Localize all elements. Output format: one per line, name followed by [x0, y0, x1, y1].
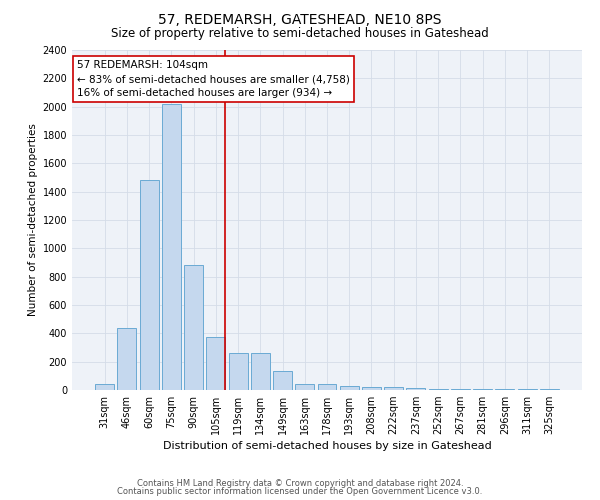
Bar [229, 353, 248, 390]
X-axis label: Distribution of semi-detached houses by size in Gateshead: Distribution of semi-detached houses by … [163, 442, 491, 452]
Text: 57 REDEMARSH: 104sqm
← 83% of semi-detached houses are smaller (4,758)
16% of se: 57 REDEMARSH: 104sqm ← 83% of semi-detac… [77, 60, 350, 98]
Bar [317, 384, 337, 390]
Bar [251, 353, 270, 390]
Bar [206, 337, 225, 390]
Text: Contains public sector information licensed under the Open Government Licence v3: Contains public sector information licen… [118, 487, 482, 496]
Text: 57, REDEMARSH, GATESHEAD, NE10 8PS: 57, REDEMARSH, GATESHEAD, NE10 8PS [158, 12, 442, 26]
Bar [451, 388, 470, 390]
Bar [295, 384, 314, 390]
Bar [518, 388, 536, 390]
Bar [362, 387, 381, 390]
Bar [384, 387, 403, 390]
Bar [118, 328, 136, 390]
Text: Contains HM Land Registry data © Crown copyright and database right 2024.: Contains HM Land Registry data © Crown c… [137, 478, 463, 488]
Bar [140, 180, 158, 390]
Bar [496, 388, 514, 390]
Bar [406, 388, 425, 390]
Y-axis label: Number of semi-detached properties: Number of semi-detached properties [28, 124, 38, 316]
Bar [162, 104, 181, 390]
Text: Size of property relative to semi-detached houses in Gateshead: Size of property relative to semi-detach… [111, 28, 489, 40]
Bar [429, 388, 448, 390]
Bar [95, 384, 114, 390]
Bar [473, 388, 492, 390]
Bar [273, 371, 292, 390]
Bar [184, 266, 203, 390]
Bar [340, 386, 359, 390]
Bar [540, 388, 559, 390]
